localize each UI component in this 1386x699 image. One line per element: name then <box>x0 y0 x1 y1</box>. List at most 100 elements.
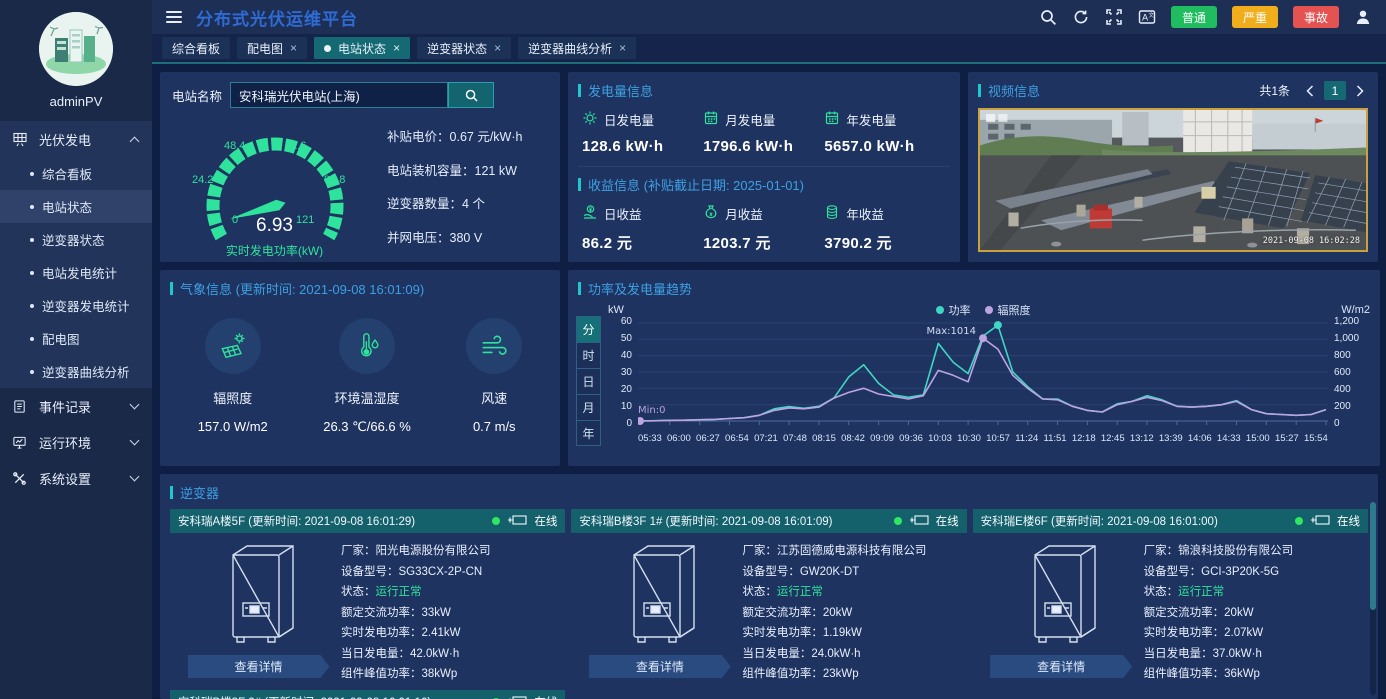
period-tab-year[interactable]: 年 <box>576 420 601 446</box>
weather-panel: 气象信息 (更新时间: 2021-09-08 16:01:09) 辐照度 157… <box>160 270 560 466</box>
gauge-tick: 121 <box>296 214 315 226</box>
sidebar-item-label: 逆变器状态 <box>42 234 105 248</box>
stat-daily-generation: 日发电量 128.6 kW·h <box>582 110 703 155</box>
y-tick: 600 <box>1334 367 1351 378</box>
x-tick: 11:51 <box>1043 433 1067 444</box>
tab-station-status[interactable]: 电站状态 × <box>314 37 411 59</box>
sidebar-item-label: 逆变器曲线分析 <box>42 366 130 380</box>
page-number[interactable]: 1 <box>1324 81 1346 100</box>
alarm-badge-severe[interactable]: 严重 <box>1231 6 1278 28</box>
period-tab-day[interactable]: 日 <box>576 368 601 394</box>
sidebar-item-event-log[interactable]: 事件记录 <box>0 388 152 424</box>
settings-tools-icon <box>12 470 30 486</box>
legend-dot-icon <box>984 306 993 314</box>
prev-page-icon[interactable] <box>1302 82 1318 100</box>
period-tab-minute[interactable]: 分 <box>576 316 601 342</box>
close-icon[interactable]: × <box>494 41 502 55</box>
legend-irradiance[interactable]: 辐照度 <box>984 302 1031 318</box>
device-icon <box>506 514 528 529</box>
field-value: SG33CX-2P-CN <box>398 565 483 578</box>
panel-title-text: 逆变器 <box>180 486 220 501</box>
legend-dot-icon <box>935 306 944 314</box>
tab-dashboard[interactable]: 综合看板 <box>162 37 231 59</box>
field-daily-energy: 当日发电量：42.0kW·h <box>341 644 559 665</box>
detail-value: 0.67 元/kW·h <box>449 130 523 144</box>
sidebar-item-system-settings[interactable]: 系统设置 <box>0 460 152 496</box>
bullet-icon <box>30 204 34 209</box>
panel-title: 功率及发电量趋势 <box>568 270 1380 298</box>
station-search-label: 电站名称 <box>172 89 223 104</box>
stat-value: 1203.7 元 <box>703 235 771 252</box>
inverter-card: 安科瑞E楼6F (更新时间: 2021-09-08 16:01:00) 在线 查… <box>972 509 1368 685</box>
next-page-icon[interactable] <box>1352 82 1368 100</box>
sidebar-item-distribution-diagram[interactable]: 配电图 <box>0 322 152 355</box>
field-label: 厂家： <box>1143 545 1179 557</box>
video-feed[interactable]: 2021-09-08 16:02:28 <box>978 108 1368 252</box>
svg-text:A: A <box>1142 14 1149 24</box>
search-icon[interactable] <box>1039 8 1057 26</box>
tab-inverter-curve[interactable]: 逆变器曲线分析 × <box>518 37 637 59</box>
sidebar-item-label: 光伏发电 <box>39 132 92 148</box>
detail-row: 电站装机容量：121 kW <box>387 160 548 179</box>
video-still <box>980 110 1366 250</box>
x-tick: 07:21 <box>754 433 778 444</box>
field-vendor: 厂家：江苏固德威电源科技有限公司 <box>742 541 960 562</box>
view-details-button[interactable]: 查看详情 <box>589 655 731 678</box>
x-tick: 15:54 <box>1303 433 1328 444</box>
close-icon[interactable]: × <box>619 41 627 55</box>
alarm-badge-normal[interactable]: 普通 <box>1170 6 1217 28</box>
stat-daily-income: 日收益 86.2 元 <box>582 204 703 253</box>
view-details-button[interactable]: 查看详情 <box>990 655 1132 678</box>
scrollbar-thumb[interactable] <box>1370 502 1376 611</box>
sidebar-item-inverter-status[interactable]: 逆变器状态 <box>0 223 152 256</box>
sidebar-item-inverter-stats[interactable]: 逆变器发电统计 <box>0 289 152 322</box>
online-status-label: 在线 <box>1336 516 1360 528</box>
tab-distribution[interactable]: 配电图 × <box>237 37 308 59</box>
y-tick: 0 <box>626 418 632 429</box>
close-icon[interactable]: × <box>290 41 298 55</box>
field-label: 设备型号： <box>1143 565 1202 578</box>
field-rated-power: 额定交流功率：20kW <box>1144 603 1362 624</box>
x-tick: 09:09 <box>870 433 894 444</box>
field-value: 37.0kW·h <box>1212 647 1262 660</box>
chevron-up-icon <box>129 136 140 146</box>
station-search-button[interactable] <box>448 82 495 108</box>
field-label: 状态： <box>341 586 376 598</box>
menu-toggle-icon[interactable] <box>166 8 182 26</box>
period-tab-hour[interactable]: 时 <box>576 342 601 368</box>
period-tabs: 分 时 日 月 年 <box>576 316 601 446</box>
sidebar-item-dashboard[interactable]: 综合看板 <box>0 157 152 190</box>
weather-irradiance: 辐照度 157.0 W/m2 <box>198 318 268 435</box>
field-label: 厂家： <box>742 545 777 557</box>
field-value: 1.19kW <box>822 627 862 639</box>
field-vendor: 厂家：锦浪科技股份有限公司 <box>1144 541 1362 562</box>
close-icon[interactable]: × <box>393 41 401 55</box>
view-details-button[interactable]: 查看详情 <box>188 655 330 678</box>
event-log-icon <box>12 398 30 414</box>
inverter-name: 安科瑞A楼5F (更新时间: 2021-09-08 16:01:29) <box>178 516 416 528</box>
sidebar-item-pv-generation[interactable]: 光伏发电 <box>0 121 152 157</box>
detail-value: 380 V <box>449 230 483 245</box>
user-icon[interactable] <box>1354 8 1372 26</box>
generation-panel: 发电量信息 日发电量 128.6 kW·h 月发电量 1796.6 kW·h 年… <box>568 72 960 262</box>
sidebar-item-station-stats[interactable]: 电站发电统计 <box>0 256 152 289</box>
stat-monthly-generation: 月发电量 1796.6 kW·h <box>703 110 824 155</box>
tab-inverter-status[interactable]: 逆变器状态 × <box>417 37 512 59</box>
sidebar-item-runtime-env[interactable]: 运行环境 <box>0 424 152 460</box>
sidebar-group-pv: 光伏发电 综合看板 电站状态 逆变器状态 电站发电统计 逆变器发电统计 配电图 … <box>0 121 152 388</box>
period-tab-month[interactable]: 月 <box>576 394 601 420</box>
sidebar-item-inverter-curve[interactable]: 逆变器曲线分析 <box>0 355 152 388</box>
stat-label: 年发电量 <box>846 114 897 128</box>
fullscreen-icon[interactable] <box>1105 8 1123 26</box>
field-peak-power: 组件峰值功率：36kWp <box>1144 664 1362 685</box>
x-tick: 12:18 <box>1071 433 1096 444</box>
refresh-icon[interactable] <box>1072 8 1090 26</box>
sidebar-item-station-status[interactable]: 电站状态 <box>0 190 152 223</box>
thermometer-icon <box>339 318 396 374</box>
inverter-card: 安科瑞A楼5F (更新时间: 2021-09-08 16:01:29) 在线 查… <box>170 509 566 684</box>
alarm-badge-accident[interactable]: 事故 <box>1292 6 1339 28</box>
station-search-input[interactable] <box>230 82 449 108</box>
legend-power[interactable]: 功率 <box>935 302 971 318</box>
